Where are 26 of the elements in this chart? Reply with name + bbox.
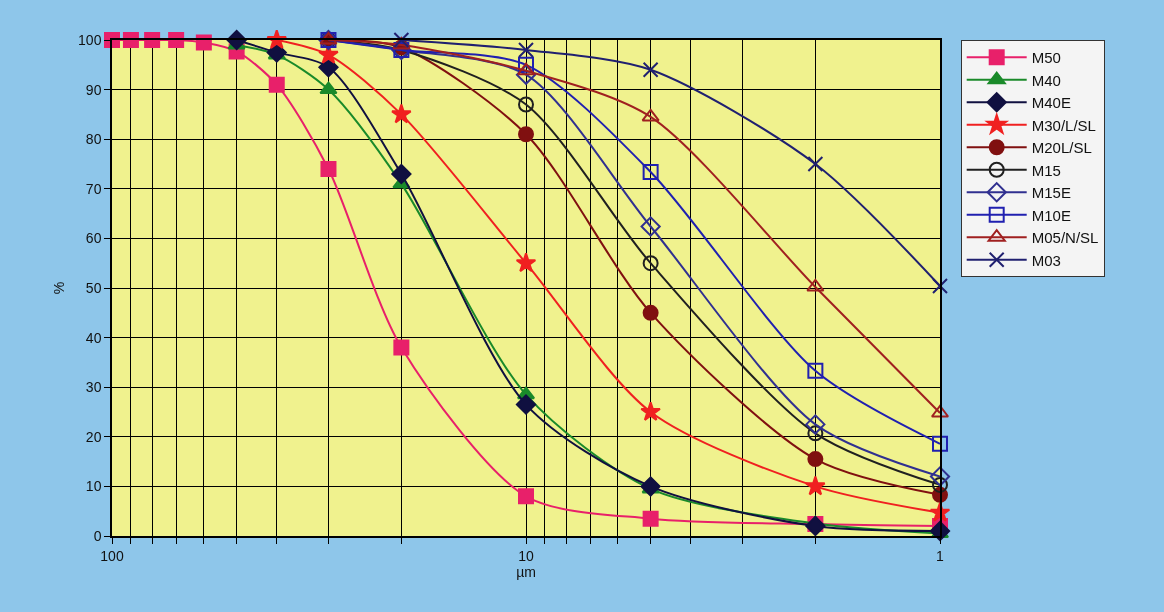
- legend-label: M50: [1031, 49, 1061, 67]
- y-tick-label: 30: [85, 379, 102, 396]
- y-tick-label: 100: [78, 31, 102, 48]
- legend-label: M15: [1031, 161, 1061, 179]
- y-tick-label: 70: [85, 180, 102, 197]
- y-tick-label: 0: [93, 527, 102, 544]
- y-tick-label: 10: [85, 478, 102, 495]
- y-tick-label: 40: [85, 329, 102, 346]
- legend-label: M20L/SL: [1031, 139, 1092, 157]
- x-tick-label: 10: [518, 547, 534, 564]
- legend-label: M15E: [1031, 184, 1071, 202]
- y-tick-label: 20: [85, 428, 102, 445]
- y-tick-label: 50: [85, 279, 102, 296]
- y-tick-label: 60: [85, 230, 102, 247]
- legend-label: M03: [1031, 251, 1061, 269]
- legend-label: M40E: [1031, 94, 1071, 112]
- legend-label: M05/N/SL: [1031, 229, 1099, 247]
- y-axis-title: %: [51, 281, 68, 295]
- legend-label: M40: [1031, 71, 1061, 89]
- legend-label: M10E: [1031, 206, 1071, 224]
- legend-label: M30/L/SL: [1031, 116, 1096, 134]
- x-tick-label: 100: [100, 547, 124, 564]
- y-tick-label: 80: [85, 131, 102, 148]
- y-tick-label: 90: [85, 81, 102, 98]
- x-tick-label: 1: [936, 547, 945, 564]
- x-axis-title: µm: [516, 563, 536, 580]
